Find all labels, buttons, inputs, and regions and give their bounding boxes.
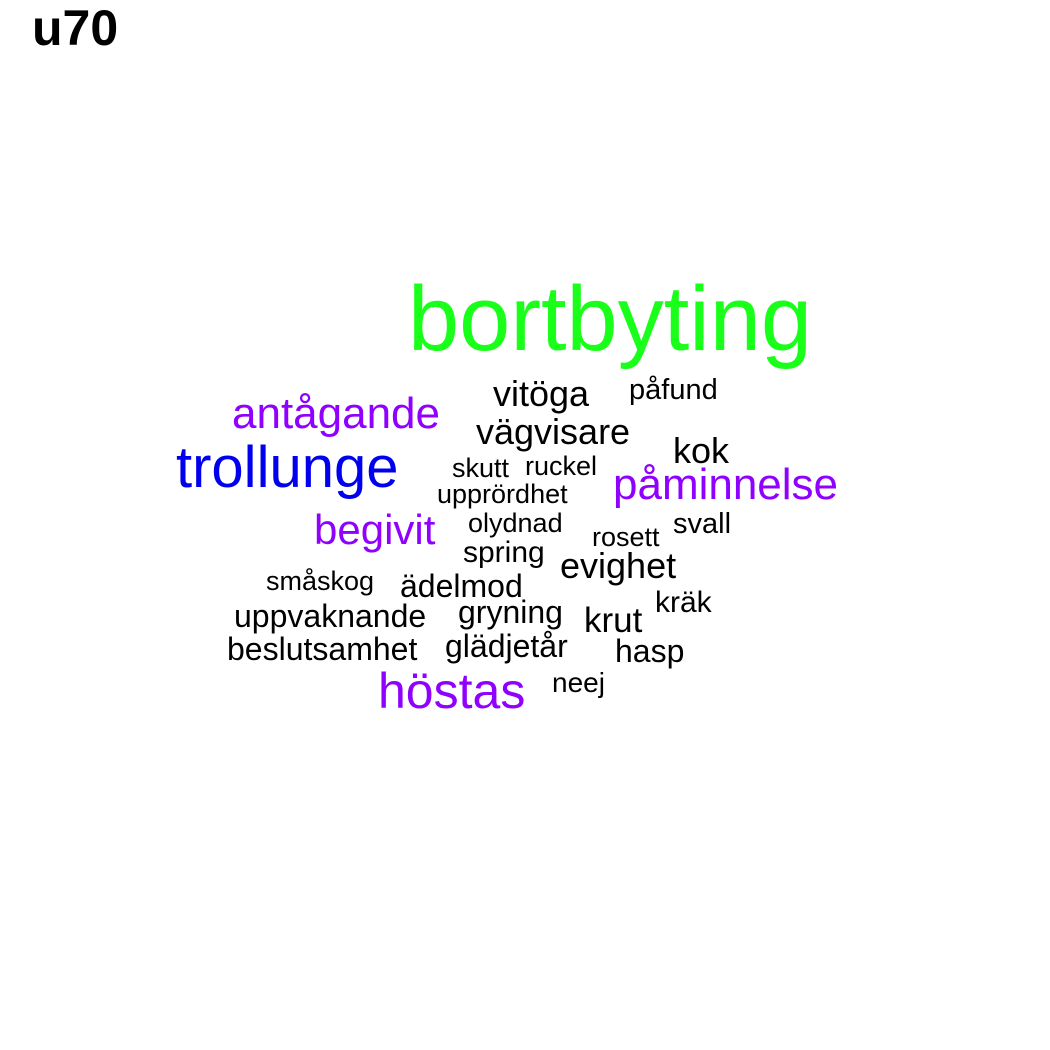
word-paminnelse: påminnelse xyxy=(613,460,839,509)
word-smaskog: småskog xyxy=(266,566,375,596)
word-skutt: skutt xyxy=(452,453,510,483)
word-kok: kok xyxy=(673,430,730,471)
word-vitoga: vitöga xyxy=(493,373,590,414)
word-bortbyting: bortbyting xyxy=(408,268,813,370)
word-begivit: begivit xyxy=(314,506,436,553)
word-krak: kräk xyxy=(655,586,712,619)
word-rosett: rosett xyxy=(592,522,660,552)
word-neej: neej xyxy=(552,667,605,698)
word-gryning: gryning xyxy=(458,594,563,630)
word-evighet: evighet xyxy=(560,545,677,586)
word-pafund: påfund xyxy=(629,374,718,406)
word-uppvaknande: uppvaknande xyxy=(234,598,427,634)
word-spring: spring xyxy=(463,536,545,569)
word-gladjetar: glädjetår xyxy=(445,628,568,664)
word-olydnad: olydnad xyxy=(468,508,563,538)
word-krut: krut xyxy=(584,601,643,640)
word-hasp: hasp xyxy=(615,633,685,669)
word-antagande: antågande xyxy=(232,389,440,438)
word-adelmod: ädelmod xyxy=(400,568,523,604)
word-hostas: höstas xyxy=(378,663,526,719)
word-upprordhet: upprördhet xyxy=(437,479,568,509)
word-beslutsamhet: beslutsamhet xyxy=(227,631,418,667)
word-ruckel: ruckel xyxy=(525,451,598,481)
word-vagvisare: vägvisare xyxy=(476,411,631,452)
page-title: u70 xyxy=(32,0,119,56)
word-svall: svall xyxy=(673,508,732,540)
word-trollunge: trollunge xyxy=(176,435,399,500)
